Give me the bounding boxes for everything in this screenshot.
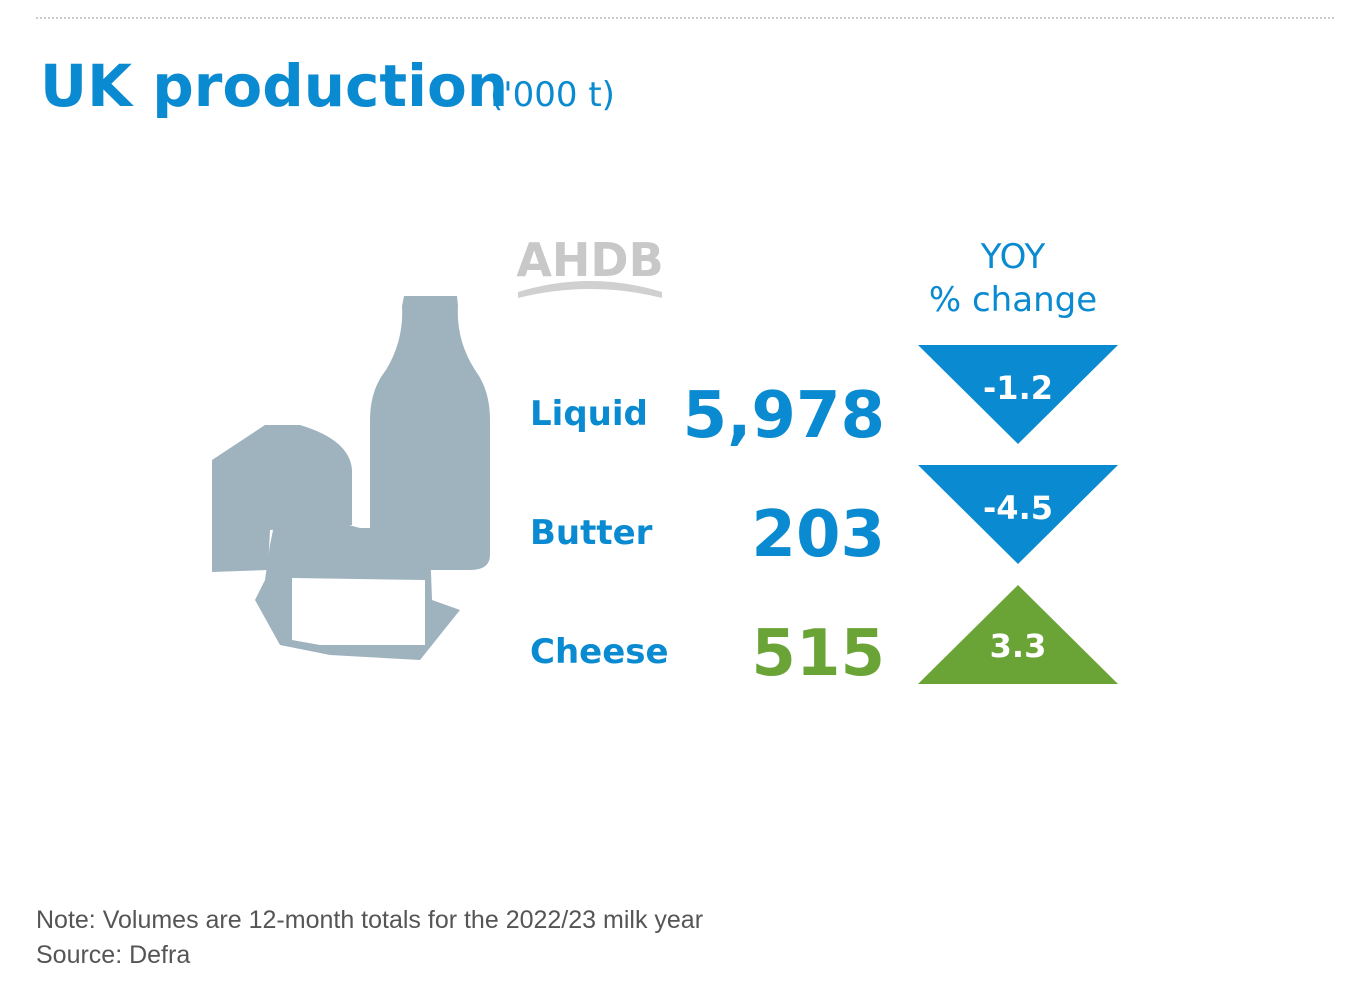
unit: ('000 t): [490, 75, 615, 115]
change-value: 3.3: [990, 627, 1047, 665]
row-value: 203: [751, 498, 885, 572]
source: Source: Defra: [36, 941, 190, 969]
yoy-header: YOY: [980, 237, 1046, 277]
row-value: 515: [751, 617, 885, 691]
row-label: Butter: [530, 513, 653, 553]
title: UK production: [40, 52, 508, 120]
logo-swoosh: [518, 281, 662, 298]
row-label: Liquid: [530, 394, 648, 434]
bottle: [370, 296, 490, 570]
change-value: -4.5: [983, 489, 1053, 527]
logo: AHDB: [516, 233, 664, 298]
change-triangle: [918, 465, 1118, 564]
rows: Liquid 5,978 -1.2 Butter 203 -4.5 Cheese 515 3.3: [530, 345, 1118, 691]
row-value: 5,978: [683, 379, 885, 453]
row-label: Cheese: [530, 632, 669, 672]
butter-face: [292, 578, 425, 645]
change-triangle: [918, 345, 1118, 444]
note: Note: Volumes are 12-month totals for th…: [36, 906, 703, 934]
cheese: [212, 425, 352, 572]
dairy-illustration: [212, 296, 490, 660]
change-value: -1.2: [983, 369, 1053, 407]
change-triangle: [918, 585, 1118, 684]
logo-text: AHDB: [516, 233, 663, 287]
yoy-header: % change: [929, 280, 1097, 320]
